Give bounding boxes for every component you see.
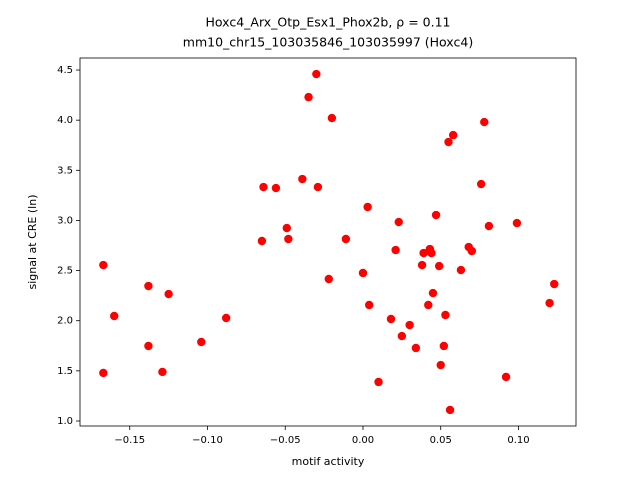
scatter-point (99, 368, 108, 378)
scatter-point (501, 372, 511, 382)
x-tick-label: 0.10 (507, 435, 529, 446)
scatter-point (363, 202, 372, 212)
scatter-point (480, 117, 489, 127)
scatter-point (257, 236, 267, 246)
y-tick-label: 2.5 (57, 266, 73, 277)
scatter-point (428, 288, 438, 298)
scatter-point (110, 311, 119, 321)
y-tick-label: 4.5 (57, 65, 73, 76)
scatter-point (405, 320, 414, 330)
scatter-point (545, 298, 554, 308)
scatter-point (284, 234, 293, 244)
scatter-point (324, 274, 333, 284)
scatter-point (434, 261, 444, 271)
x-tick-label: −0.05 (270, 435, 301, 446)
scatter-point (411, 343, 421, 353)
chart-subtitle: mm10_chr15_103035846_103035997 (Hoxc4) (183, 35, 473, 50)
scatter-point (444, 137, 453, 147)
scatter-point (427, 248, 436, 258)
scatter-point (512, 218, 522, 228)
scatter-point (313, 182, 323, 192)
scatter-point (164, 289, 173, 299)
y-axis-label: signal at CRE (ln) (26, 195, 39, 290)
scatter-point (431, 210, 441, 220)
scatter-point (99, 260, 108, 270)
y-tick-label: 2.0 (57, 316, 73, 327)
scatter-point (304, 92, 313, 102)
chart-title: Hoxc4_Arx_Otp_Esx1_Phox2b, ρ = 0.11 (206, 15, 451, 30)
scatter-point (374, 377, 383, 387)
scatter-point (445, 405, 455, 415)
y-tick-label: 4.0 (57, 115, 73, 126)
x-tick-label: −0.15 (114, 435, 145, 446)
scatter-point (144, 341, 153, 351)
scatter-point (436, 360, 445, 370)
scatter-point (550, 279, 559, 289)
scatter-point (197, 337, 206, 347)
y-tick-label: 3.5 (57, 165, 73, 176)
y-tick-label: 1.5 (57, 366, 73, 377)
x-tick-label: −0.10 (192, 435, 223, 446)
scatter-point (419, 248, 428, 258)
scatter-point (441, 310, 450, 320)
scatter-point (327, 113, 337, 123)
scatter-point (456, 265, 466, 275)
plot-frame (79, 57, 577, 427)
scatter-point (312, 69, 321, 79)
y-tick-label: 3.0 (57, 215, 73, 226)
scatter-point (341, 234, 351, 244)
scatter-point (424, 300, 433, 310)
scatter-point (358, 268, 368, 278)
scatter-point (259, 182, 268, 192)
scatter-point (391, 245, 400, 255)
scatter-point (298, 174, 307, 184)
scatter-point (394, 217, 403, 227)
x-tick-label: 0.00 (352, 435, 374, 446)
scatter-point (386, 314, 396, 324)
scatter-point (448, 130, 458, 140)
scatter-point (439, 341, 449, 351)
scatter-point (144, 281, 153, 291)
scatter-point (417, 260, 427, 270)
y-tick-label: 1.0 (57, 416, 73, 427)
scatter-point (271, 183, 281, 193)
scatter-point (484, 221, 494, 231)
scatter-point (397, 331, 407, 341)
scatter-point (365, 300, 374, 310)
scatter-point (467, 246, 477, 256)
x-tick-label: 0.05 (430, 435, 452, 446)
x-axis-label: motif activity (292, 455, 365, 468)
scatter-point (221, 313, 231, 323)
scatter-point (158, 367, 167, 377)
scatter-point (476, 179, 486, 189)
scatter-point (282, 223, 291, 233)
